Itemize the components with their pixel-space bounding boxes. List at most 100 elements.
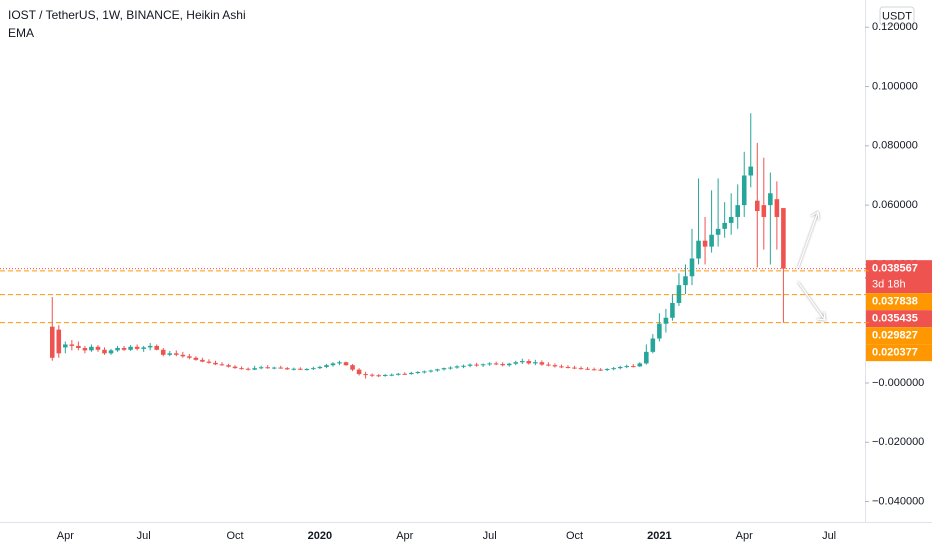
price-label: 0.038567 bbox=[872, 263, 918, 275]
candle-body bbox=[454, 366, 460, 368]
countdown-label: 3d 18h bbox=[872, 279, 906, 291]
arrow-up-head bbox=[810, 211, 820, 221]
candle-body bbox=[565, 366, 571, 368]
candle-body bbox=[298, 368, 303, 370]
arrow-down-head bbox=[816, 311, 826, 321]
candle-body bbox=[311, 368, 316, 370]
candle-body bbox=[624, 366, 630, 368]
candle-body bbox=[226, 365, 231, 367]
candle-body bbox=[284, 368, 290, 370]
currency-box[interactable] bbox=[879, 6, 915, 26]
candles bbox=[49, 113, 786, 379]
price-label-box bbox=[866, 260, 932, 294]
candle-body bbox=[663, 317, 669, 324]
candle-body bbox=[56, 329, 62, 354]
candle-body bbox=[422, 371, 427, 373]
candle-body bbox=[428, 370, 434, 372]
x-tick-label: Apr bbox=[57, 530, 74, 542]
candle-body bbox=[630, 366, 636, 368]
x-tick-label: Jul bbox=[483, 530, 497, 542]
currency-label[interactable]: USDT bbox=[882, 10, 912, 22]
candle-body bbox=[735, 205, 740, 217]
candle-body bbox=[461, 365, 466, 367]
candle-body bbox=[500, 364, 505, 366]
x-tick-label: 2021 bbox=[647, 530, 671, 542]
candle-body bbox=[755, 200, 760, 212]
candle-body bbox=[382, 374, 388, 376]
candle-body bbox=[559, 366, 564, 368]
candle-body bbox=[291, 368, 297, 370]
candle-body bbox=[350, 365, 355, 370]
candle-body bbox=[539, 362, 545, 365]
candle-body bbox=[781, 208, 786, 269]
y-tick-label: −0.040000 bbox=[872, 495, 924, 507]
candle-body bbox=[761, 205, 767, 217]
candle-body bbox=[683, 276, 688, 286]
candle-body bbox=[637, 363, 643, 367]
candle-body bbox=[369, 374, 375, 376]
candle-body bbox=[193, 357, 199, 360]
y-tick-label: −0.000000 bbox=[872, 377, 924, 389]
candle-body bbox=[232, 366, 238, 369]
price-label-box bbox=[866, 293, 932, 311]
y-tick-label: 0.080000 bbox=[872, 140, 918, 152]
candle-body bbox=[134, 346, 140, 349]
x-tick-label: Jul bbox=[822, 530, 836, 542]
candle-body bbox=[617, 366, 623, 369]
x-tick-label: Oct bbox=[226, 530, 243, 542]
candle-body bbox=[337, 362, 342, 364]
candle-body bbox=[128, 346, 133, 350]
candle-body bbox=[585, 368, 590, 370]
price-label: 0.035435 bbox=[872, 313, 918, 325]
candle-body bbox=[526, 361, 532, 364]
candle-body bbox=[95, 346, 101, 350]
candle-body bbox=[239, 368, 244, 370]
candle-body bbox=[611, 368, 616, 370]
candle-body bbox=[147, 345, 153, 348]
candle-body bbox=[141, 347, 146, 349]
candle-body bbox=[102, 349, 107, 354]
candle-body bbox=[604, 369, 610, 371]
candle-body bbox=[513, 362, 519, 364]
x-tick-label: Apr bbox=[396, 530, 413, 542]
candle-body bbox=[69, 344, 75, 346]
candle-body bbox=[330, 363, 336, 366]
chart-title: IOST / TetherUS, 1W, BINANCE, Heikin Ash… bbox=[8, 8, 246, 22]
candle-body bbox=[395, 373, 401, 375]
candle-body bbox=[670, 302, 675, 318]
indicator-label: EMA bbox=[8, 26, 34, 40]
candle-body bbox=[748, 166, 754, 176]
candle-body bbox=[271, 367, 277, 369]
x-tick-label: Apr bbox=[736, 530, 753, 542]
candle-body bbox=[415, 372, 421, 374]
candle-body bbox=[474, 364, 479, 366]
candle-body bbox=[519, 361, 525, 363]
candle-body bbox=[63, 344, 68, 348]
arrow-down bbox=[797, 281, 826, 321]
candle-body bbox=[324, 365, 329, 367]
candle-body bbox=[402, 373, 408, 375]
candle-body bbox=[317, 366, 323, 369]
candle-body bbox=[467, 364, 473, 366]
candle-body bbox=[572, 367, 577, 369]
candle-body bbox=[435, 369, 440, 371]
candle-body bbox=[167, 353, 173, 355]
candle-body bbox=[304, 369, 310, 371]
candle-body bbox=[174, 353, 179, 355]
candle-body bbox=[206, 361, 212, 363]
candle-body bbox=[200, 359, 205, 362]
candle-body bbox=[702, 240, 708, 247]
candle-body bbox=[728, 216, 734, 223]
candle-body bbox=[741, 175, 747, 206]
candle-body bbox=[493, 363, 499, 365]
candle-body bbox=[278, 367, 284, 369]
candle-body bbox=[389, 374, 395, 376]
candle-body bbox=[49, 326, 55, 358]
x-tick-label: 2020 bbox=[308, 530, 332, 542]
candle-body bbox=[108, 350, 114, 354]
candle-body bbox=[89, 346, 94, 351]
candle-body bbox=[448, 367, 453, 369]
candle-body bbox=[363, 374, 368, 376]
